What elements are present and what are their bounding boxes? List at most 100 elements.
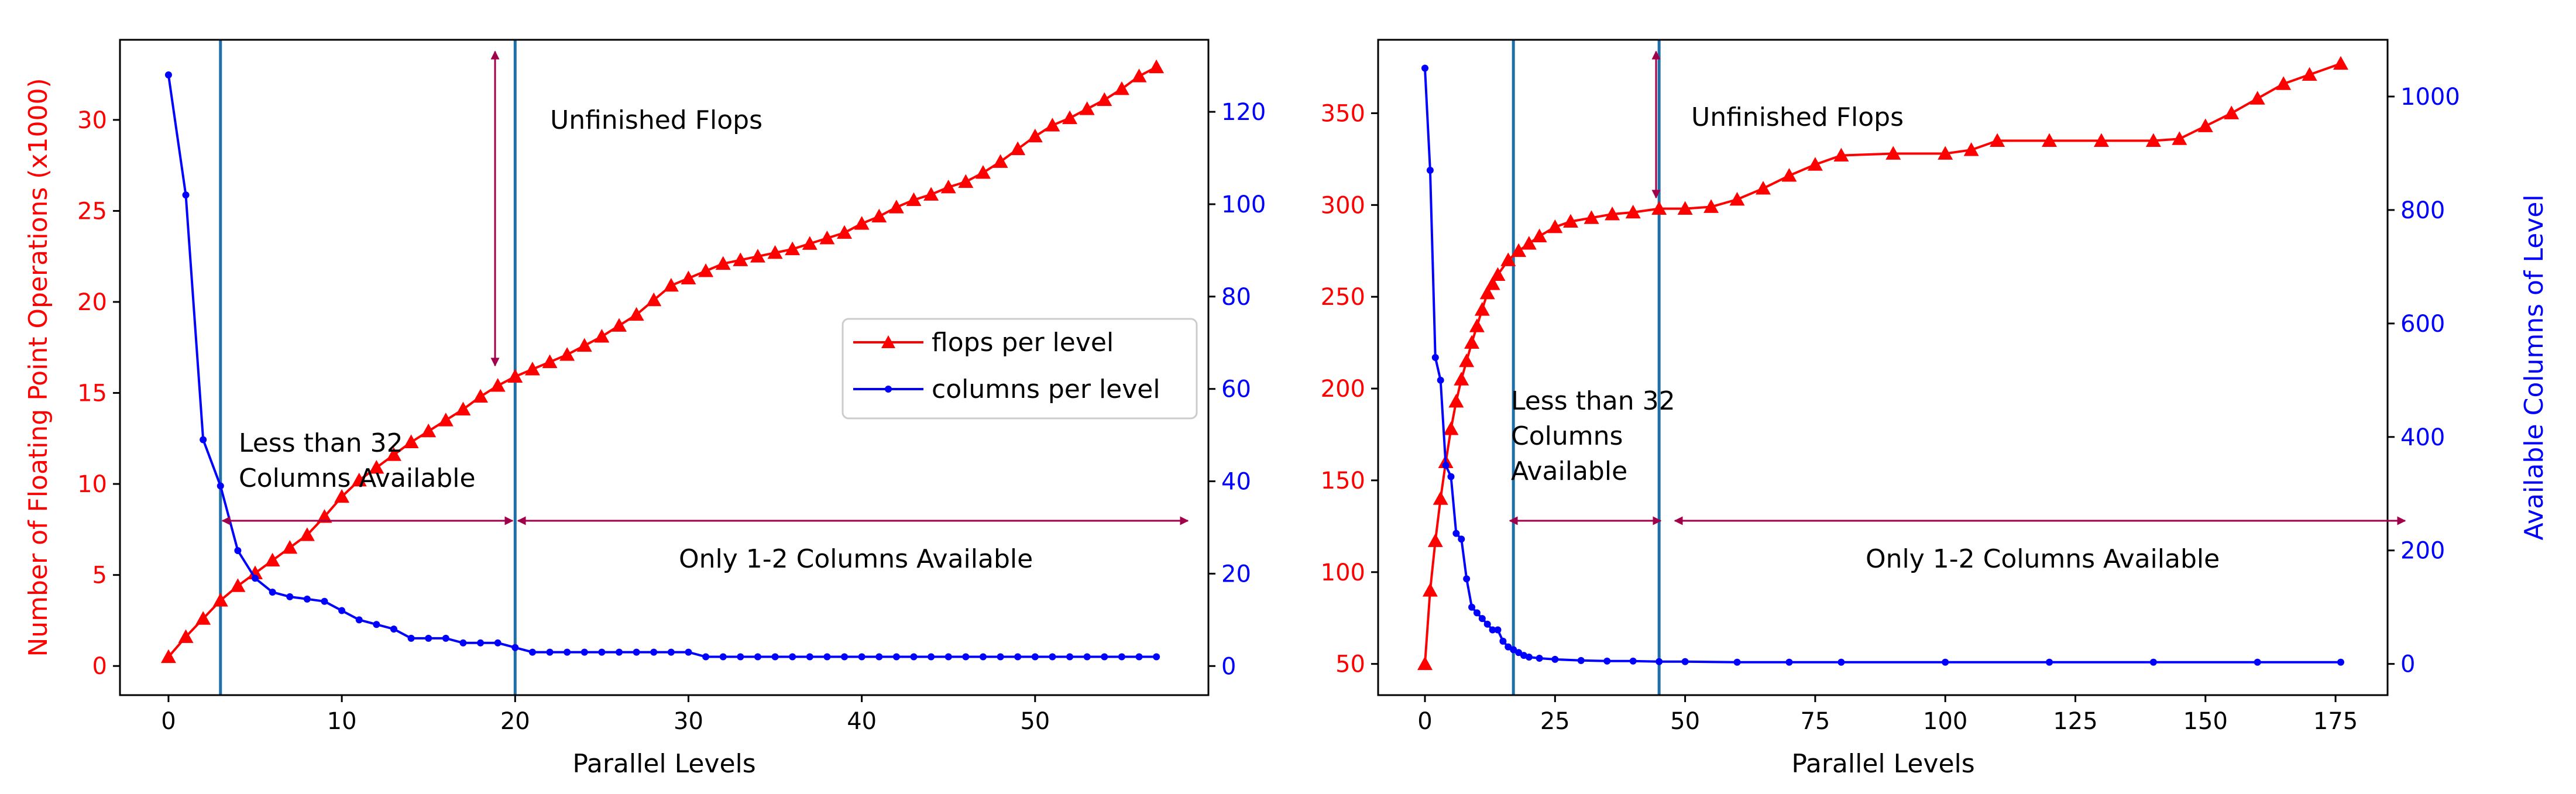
right-series-0-point bbox=[1703, 199, 1719, 213]
left-series-0-point bbox=[1010, 141, 1026, 156]
left-series-0-point bbox=[785, 241, 801, 256]
left-series-1-point bbox=[286, 593, 294, 600]
right-series-0-point bbox=[1417, 656, 1433, 671]
left-series-0-point bbox=[212, 593, 228, 607]
right-series-0-point bbox=[2145, 133, 2161, 147]
left-series-1-point bbox=[425, 634, 432, 642]
right-series-1-point bbox=[1536, 654, 1543, 662]
right-series-1-point bbox=[1505, 643, 1512, 651]
right-series-1-point bbox=[1437, 376, 1444, 384]
left-series-1-point bbox=[494, 639, 502, 647]
left-series-1-point bbox=[511, 644, 519, 651]
left-series-0-point bbox=[802, 236, 818, 250]
left-series-1-point bbox=[754, 653, 761, 661]
left-series-1-point bbox=[1101, 653, 1108, 661]
left-series-1-point bbox=[841, 653, 849, 661]
right-x-tick-label: 125 bbox=[2053, 708, 2097, 735]
right-x-tick-label: 100 bbox=[1923, 708, 1967, 735]
left-y-left-tick-label: 30 bbox=[77, 107, 107, 134]
left-series-0-point bbox=[160, 649, 176, 664]
left-series-1-point bbox=[581, 648, 588, 656]
right-series-0-point bbox=[2302, 67, 2317, 81]
left-series-1-point bbox=[1135, 653, 1143, 661]
right-y-right-tick-label: 600 bbox=[2400, 311, 2445, 338]
left-series-1-point bbox=[1153, 653, 1160, 661]
left-series-0-point bbox=[888, 200, 904, 214]
left-series-0-point bbox=[871, 208, 887, 223]
right-series-0-point bbox=[1755, 181, 1771, 195]
left-series-0-point bbox=[299, 527, 315, 541]
left-series-1-point bbox=[546, 648, 554, 656]
left-series-0-point bbox=[1131, 68, 1147, 83]
left-series-1-point bbox=[979, 653, 987, 661]
right-series-0-point bbox=[2276, 76, 2292, 90]
left-y-right-tick-label: 0 bbox=[1221, 653, 1236, 680]
right-series-0-point bbox=[1938, 146, 1953, 160]
right-x-tick-label: 75 bbox=[1800, 708, 1830, 735]
left-chart: 0 10 20 30 40 50 0 5 10 15 20 25 30 0 20 40 60 80 100 120 U… bbox=[23, 39, 1266, 779]
left-series-0-point bbox=[455, 401, 471, 415]
left-series-0-point bbox=[195, 611, 211, 625]
left-series-1-point bbox=[910, 653, 918, 661]
right-series-0-point bbox=[1479, 285, 1495, 300]
left-y-left-tick-label: 25 bbox=[77, 198, 107, 225]
left-series-0-point bbox=[1114, 81, 1129, 95]
right-y-left-tick-label: 200 bbox=[1321, 376, 1365, 403]
left-series-0-point bbox=[923, 187, 939, 201]
left-series-0-point bbox=[628, 307, 644, 321]
left-series-0-point bbox=[524, 362, 540, 376]
left-series-0-point bbox=[1027, 128, 1043, 143]
left-series-1-point bbox=[390, 625, 397, 633]
right-y-right-tick-label: 200 bbox=[2400, 538, 2445, 565]
right-series-0-point bbox=[1469, 318, 1485, 332]
left-series-1-point bbox=[234, 546, 242, 554]
left-y-left-tick-label: 20 bbox=[77, 289, 107, 316]
left-series-1-point bbox=[1031, 653, 1039, 661]
left-series-1-point bbox=[771, 653, 779, 661]
left-only-label: Only 1-2 Columns Available bbox=[679, 544, 1033, 574]
right-series-0-point bbox=[2224, 105, 2240, 119]
left-x-tick-label: 40 bbox=[847, 708, 877, 735]
right-series-1-point bbox=[1525, 654, 1533, 661]
left-series-0-point bbox=[975, 165, 991, 179]
left-series-1-point bbox=[875, 653, 883, 661]
left-series-1-point bbox=[928, 653, 935, 661]
right-series-0-point bbox=[1584, 210, 1599, 224]
legend-box bbox=[842, 318, 1198, 420]
left-series-0-point bbox=[403, 434, 419, 448]
left-y-left-tick-label: 0 bbox=[92, 653, 107, 680]
right-y-right-tick-label: 800 bbox=[2400, 197, 2445, 224]
left-series-0-point bbox=[351, 472, 367, 487]
left-series-0-point bbox=[507, 369, 523, 383]
right-series-0-point bbox=[2249, 91, 2265, 105]
left-series-1-point bbox=[685, 648, 692, 656]
left-y-left-tick-label: 15 bbox=[77, 380, 107, 407]
right-series-1-point bbox=[1463, 575, 1471, 583]
left-series-1-point bbox=[789, 653, 796, 661]
right-series-1-point bbox=[2149, 658, 2157, 666]
left-series-0-point bbox=[715, 256, 731, 270]
right-series-0-point bbox=[1651, 201, 1667, 215]
right-series-0-point bbox=[2197, 118, 2213, 132]
left-x-tick-label: 30 bbox=[674, 708, 703, 735]
legend-flops-marker bbox=[881, 335, 895, 348]
left-unfinished-label: Unfinished Flops bbox=[550, 105, 763, 135]
left-series-1-point bbox=[598, 648, 606, 656]
left-series-1-point bbox=[252, 575, 259, 582]
right-series-0-point bbox=[1547, 219, 1563, 233]
left-series-1-point bbox=[338, 607, 346, 614]
right-series-1-point bbox=[1733, 658, 1741, 666]
left-series-0-point bbox=[837, 225, 853, 239]
right-series-1-point bbox=[1473, 609, 1481, 617]
right-series-0-point bbox=[1885, 146, 1901, 160]
left-series-0-point bbox=[1149, 59, 1165, 74]
left-x-tick-label: 50 bbox=[1020, 708, 1050, 735]
right-series-1-point bbox=[1837, 658, 1845, 666]
right-series-0-point bbox=[1511, 243, 1527, 257]
right-series-1-point bbox=[1468, 603, 1476, 611]
left-series-0-point bbox=[663, 278, 679, 292]
left-series-1-point bbox=[182, 191, 190, 199]
right-y-right-tick-label: 1000 bbox=[2400, 84, 2460, 111]
right-y-right-tick-label: 0 bbox=[2400, 651, 2415, 678]
